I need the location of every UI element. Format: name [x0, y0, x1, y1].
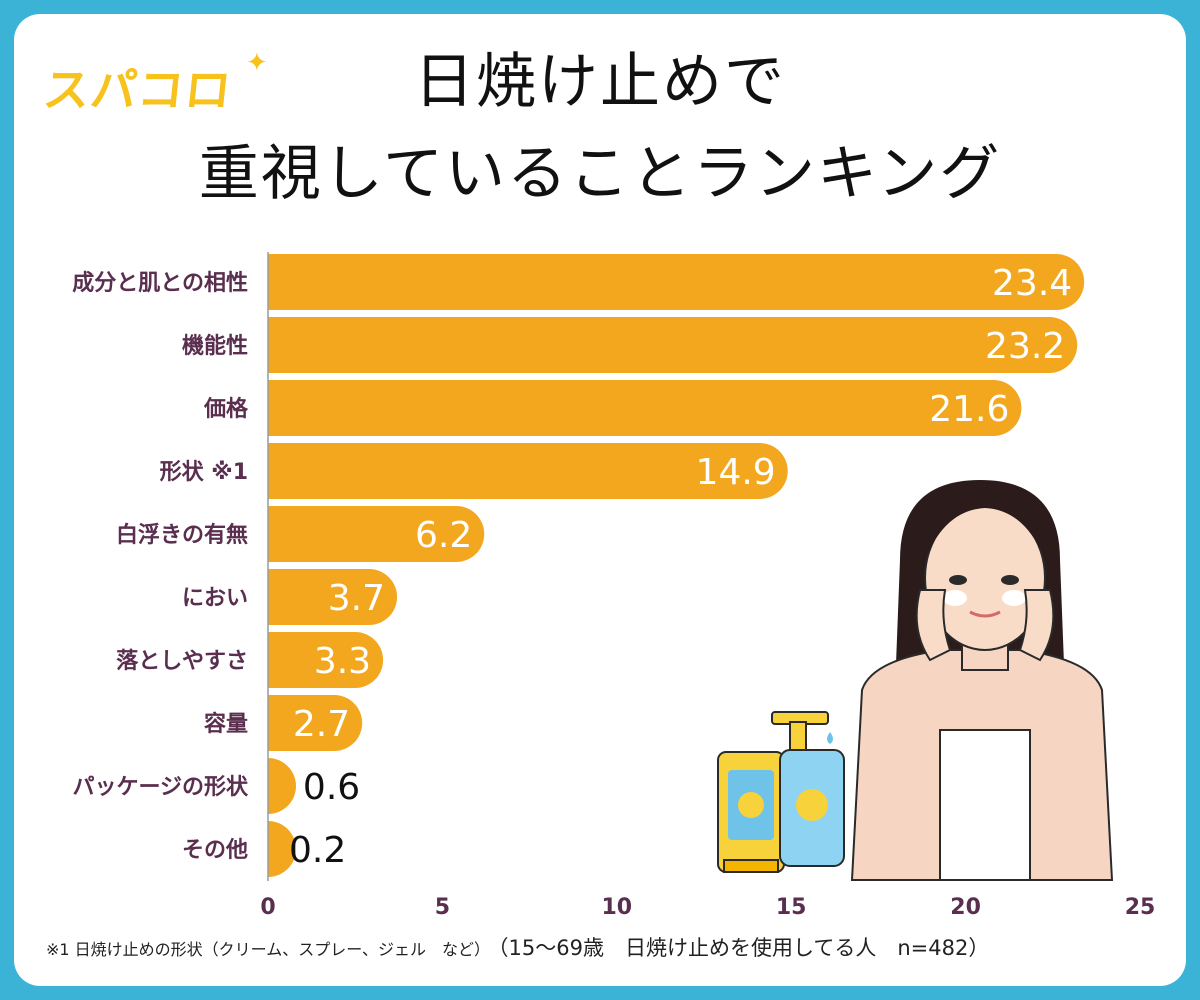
- x-tick-label: 25: [1125, 895, 1156, 920]
- bar: [268, 695, 363, 751]
- value-label: 14.9: [696, 452, 776, 493]
- category-label: 容量: [204, 711, 248, 737]
- value-label: 6.2: [415, 515, 472, 556]
- sunscreen-bottles-illustration: [717, 711, 845, 873]
- bar: [268, 821, 296, 877]
- bar: [268, 506, 485, 562]
- category-label: 価格: [203, 396, 249, 422]
- x-axis: 0 5 10 15 20 25: [260, 252, 1155, 920]
- sparkle-icon: ✦: [246, 48, 268, 78]
- x-tick-label: 15: [776, 895, 807, 920]
- category-label: 白浮きの有無: [116, 522, 248, 548]
- category-label: におい: [182, 586, 248, 611]
- category-label: 落としやすさ: [116, 649, 248, 674]
- illustration: [717, 480, 1114, 881]
- value-label: 23.2: [985, 326, 1065, 367]
- bar: [268, 317, 1078, 374]
- value-label: 3.7: [328, 578, 385, 619]
- chart-title-line2: 重視していることランキング: [198, 139, 1002, 209]
- x-tick-label: 10: [601, 895, 632, 920]
- bar: [268, 632, 384, 688]
- bar: [268, 380, 1022, 437]
- value-label: 3.3: [314, 641, 371, 682]
- woman-touching-face-illustration: [850, 480, 1114, 881]
- category-label: 成分と肌との相性: [72, 271, 248, 296]
- category-label: その他: [182, 838, 248, 863]
- bar: [268, 443, 788, 499]
- value-label: 0.2: [289, 830, 346, 871]
- value-label: 21.6: [929, 389, 1009, 430]
- category-label: 形状 ※1: [160, 460, 248, 485]
- sample-note: （15〜69歳 日焼け止めを使用してる人 n=482）: [498, 936, 990, 960]
- category-label: 機能性: [182, 333, 248, 359]
- x-tick-label: 20: [950, 895, 981, 920]
- x-tick-label: 5: [435, 895, 450, 920]
- bar: [268, 569, 398, 625]
- footnote-note: ※1 日焼け止めの形状（クリーム、スプレー、ジェル など）: [46, 940, 491, 959]
- bars-layer: 成分と肌との相性 23.4 機能性 23.2 価格 21.6 形状 ※1 14.9 白浮きの有無…: [72, 254, 1085, 877]
- footnote: ※1 日焼け止めの形状（クリーム、スプレー、ジェル など） （15〜69歳 日焼け…: [46, 932, 989, 962]
- bar: [268, 758, 296, 814]
- value-label: 0.6: [303, 767, 360, 808]
- value-label: 2.7: [293, 704, 350, 745]
- chart-title-line1: 日焼け止めで: [414, 47, 786, 117]
- value-label: 23.4: [992, 263, 1072, 304]
- category-label: パッケージの形状: [72, 775, 249, 800]
- bar: [268, 254, 1085, 310]
- x-tick-label: 0: [260, 895, 275, 920]
